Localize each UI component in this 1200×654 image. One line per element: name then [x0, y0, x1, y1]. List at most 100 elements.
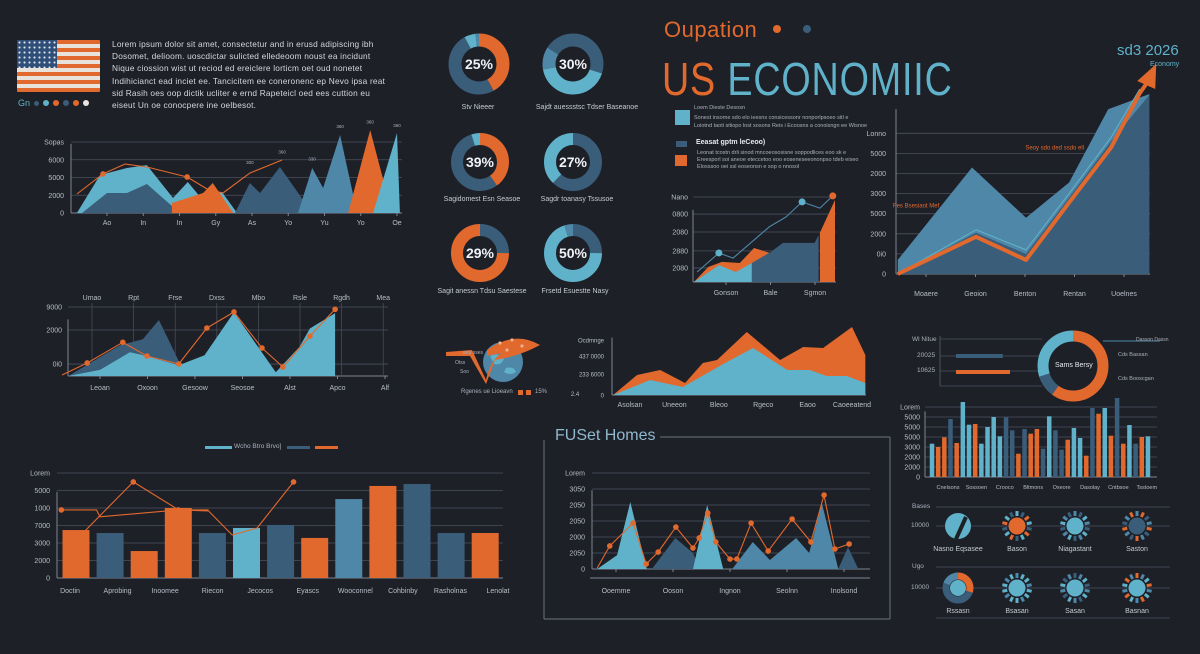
radial-tick — [1062, 577, 1069, 583]
x-tick-label: Gonson — [714, 290, 739, 297]
legend-text: Sonest insome sdo elo ieesns consicesson… — [694, 115, 849, 121]
globe-legend-pct: 15% — [535, 389, 548, 395]
radial-tick — [1143, 593, 1150, 599]
data-point — [846, 541, 852, 547]
radial-label: Bsasan — [1005, 608, 1029, 615]
y-tick-label: 2050 — [569, 551, 585, 558]
donut-percent: 27% — [558, 154, 588, 170]
radial-tick — [1146, 521, 1152, 526]
donut-segment — [544, 224, 602, 282]
donut-label: Sagidomest Esn Seasoe — [443, 196, 521, 203]
donut-segment — [451, 224, 509, 282]
radial-tick — [1129, 596, 1135, 603]
fuset-frame — [543, 436, 891, 620]
data-point — [307, 333, 313, 339]
y-tick-label: 2000 — [870, 171, 886, 178]
data-label: Fes Bsesiaot Mef — [893, 204, 940, 210]
radial-center — [1128, 517, 1146, 535]
x-tick-label: Inolsond — [831, 588, 858, 595]
bar — [164, 508, 192, 578]
bar — [1046, 416, 1052, 477]
legend-text: Leonat tcostn drli sinod mncoeososisne s… — [697, 150, 847, 156]
radial-tick — [1026, 588, 1032, 593]
radial-row-title: Bases — [912, 503, 931, 510]
radial-label: Sasan — [1065, 608, 1085, 615]
data-point — [120, 339, 126, 346]
globe-label: Otss — [455, 360, 466, 366]
bar — [1040, 448, 1046, 477]
radial-tick — [1081, 531, 1088, 537]
radial-gauge-icon — [1060, 573, 1090, 603]
y-tick-label: Sopas — [44, 140, 64, 147]
donut-segment — [942, 572, 974, 604]
y-tick-label: 0 — [882, 272, 886, 279]
y-tick-label: 3000 — [34, 541, 50, 548]
y-tick-label: 437 0000 — [579, 355, 605, 361]
x-tick-label: Cohbinby — [388, 588, 418, 595]
chart-H: 0 2000 2000 3000 5000 5000 5000 Lorem Cnelsons So… — [900, 398, 1157, 491]
area-series — [732, 503, 839, 569]
bar — [437, 533, 465, 578]
paragraph-line: Indihicianct ead inciet ee. Tancicitem e… — [112, 75, 386, 86]
x-tick-label: Leoan — [90, 385, 110, 392]
radial-tick — [1019, 534, 1025, 541]
y-tick-label: 0 — [581, 567, 585, 574]
y-tick-label: 7000 — [34, 523, 50, 530]
radial-tick — [1143, 577, 1150, 583]
radial-tick — [1067, 534, 1073, 541]
radial-tick — [1026, 526, 1032, 531]
data-point — [690, 545, 696, 551]
globe-legend-swatch — [518, 390, 523, 395]
radial-tick — [1062, 593, 1069, 599]
y-tick-label: Lonno — [867, 131, 887, 138]
arrow-head-icon — [1137, 64, 1157, 90]
bar — [972, 424, 978, 477]
y-tick-label: 2050 — [569, 503, 585, 510]
data-point — [290, 479, 297, 485]
top-label: Rpt — [128, 295, 139, 302]
legend-line-dark — [287, 446, 310, 449]
accent-dot-icon — [773, 25, 781, 33]
fuset-title: FUSet Homes — [555, 427, 656, 444]
bar — [1016, 453, 1021, 477]
bar — [1059, 449, 1064, 477]
radial-ring — [942, 572, 974, 604]
bar — [1127, 425, 1132, 477]
bar — [198, 533, 226, 578]
data-point — [765, 548, 771, 554]
radial-center — [1066, 517, 1084, 535]
data-point — [734, 556, 740, 562]
title-us: US — [662, 53, 717, 105]
donut-segment — [1037, 330, 1109, 402]
radial-tick — [1026, 583, 1032, 588]
bar — [1084, 455, 1089, 477]
radial-tick — [1124, 531, 1131, 537]
x-tick-label: Tsstoem — [1137, 485, 1158, 491]
area-series — [897, 95, 1150, 274]
bar — [1003, 417, 1009, 477]
legend-dot-icon — [73, 100, 80, 106]
x-tick-label: Sossoen — [966, 485, 987, 491]
y-tick-label: 2000 — [904, 455, 920, 462]
data-label: 300 — [246, 160, 254, 165]
x-tick-label: Alst — [284, 385, 296, 392]
data-point — [175, 507, 182, 513]
donut-segment — [942, 572, 974, 604]
radial-tick — [1122, 526, 1128, 531]
donut-segment — [542, 33, 604, 95]
radial-label: Nasno Eqsasee — [933, 546, 983, 553]
year-subtitle: Economy — [1150, 61, 1180, 68]
radial-slash — [954, 516, 968, 540]
area-series — [235, 167, 313, 213]
area-series — [694, 263, 752, 282]
radial-tick — [1009, 534, 1015, 541]
x-tick-label: Rentan — [1063, 291, 1086, 298]
legend-text: Loiotnd taoti sitiopo lost sosons Reis i… — [694, 123, 868, 129]
radial-label: Bason — [1007, 546, 1027, 553]
data-point — [332, 306, 338, 313]
gauge-ylabel: 20025 — [917, 352, 936, 359]
radial-tick — [1067, 596, 1073, 603]
bar — [1102, 408, 1108, 477]
paragraph-line: sid Rasih oes oop dictik ucliter e ernd … — [112, 87, 371, 98]
bar — [1077, 438, 1083, 477]
